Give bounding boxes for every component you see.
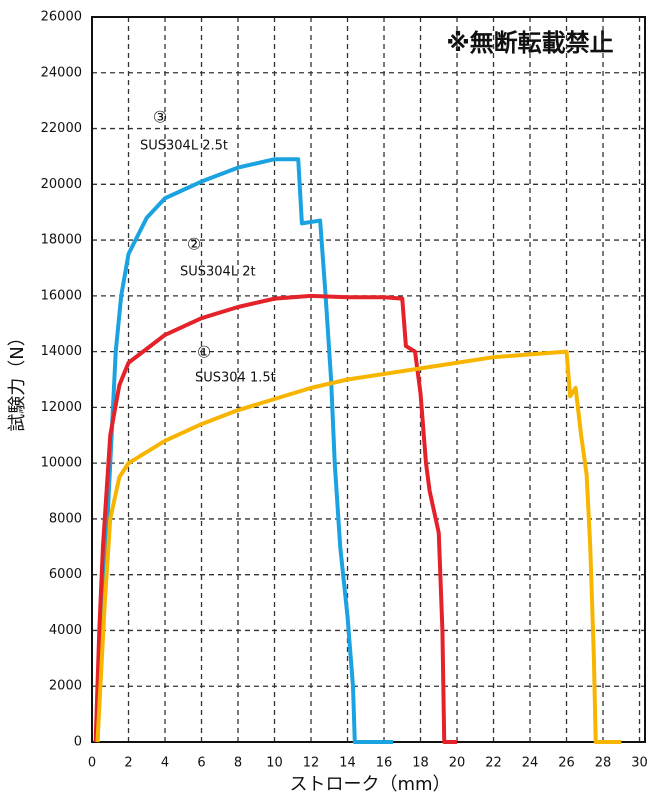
y-tick-label: 2000	[49, 679, 82, 694]
x-tick-label: 2	[124, 756, 132, 771]
series-label: SUS304L 2.5t	[140, 139, 228, 154]
series-label: SUS304L 2t	[180, 265, 256, 280]
x-tick-label: 28	[595, 756, 612, 771]
y-tick-label: 12000	[41, 400, 82, 415]
watermark: ※無断転載禁止	[446, 29, 613, 57]
x-tick-label: 12	[303, 756, 320, 771]
x-tick-label: 26	[558, 756, 575, 771]
series-line	[97, 352, 621, 742]
annotation: ①	[197, 343, 211, 362]
annotation: ③	[153, 108, 167, 127]
x-tick-label: 8	[234, 756, 242, 771]
x-tick-label: 6	[197, 756, 205, 771]
x-tick-label: 30	[631, 756, 648, 771]
y-tick-label: 4000	[49, 623, 82, 638]
y-tick-label: 16000	[41, 288, 82, 303]
x-tick-label: 14	[339, 756, 356, 771]
y-tick-label: 14000	[41, 344, 82, 359]
x-tick-label: 20	[449, 756, 466, 771]
y-tick-label: 10000	[41, 456, 82, 471]
chart: ※無断転載禁止 ストローク（mm） 試験力（N） 020004000600080…	[0, 0, 649, 796]
y-tick-label: 26000	[41, 10, 82, 25]
y-tick-label: 22000	[41, 121, 82, 136]
x-axis-label: ストローク（mm）	[289, 774, 450, 795]
y-tick-label: 6000	[49, 567, 82, 582]
series-line	[97, 159, 393, 742]
series-label: SUS304 1.5t	[195, 371, 276, 386]
y-tick-label: 20000	[41, 177, 82, 192]
x-tick-label: 18	[412, 756, 429, 771]
x-tick-label: 0	[88, 756, 96, 771]
y-axis-label: 試験力（N）	[7, 328, 28, 431]
annotation: ②	[187, 235, 201, 254]
y-tick-label: 0	[74, 735, 82, 750]
x-tick-label: 16	[376, 756, 393, 771]
y-tick-label: 24000	[41, 65, 82, 80]
x-tick-label: 22	[485, 756, 502, 771]
y-tick-label: 18000	[41, 233, 82, 248]
x-tick-label: 10	[266, 756, 283, 771]
y-tick-label: 8000	[49, 511, 82, 526]
x-tick-label: 4	[161, 756, 169, 771]
plot-frame	[92, 17, 645, 742]
x-tick-label: 24	[522, 756, 539, 771]
